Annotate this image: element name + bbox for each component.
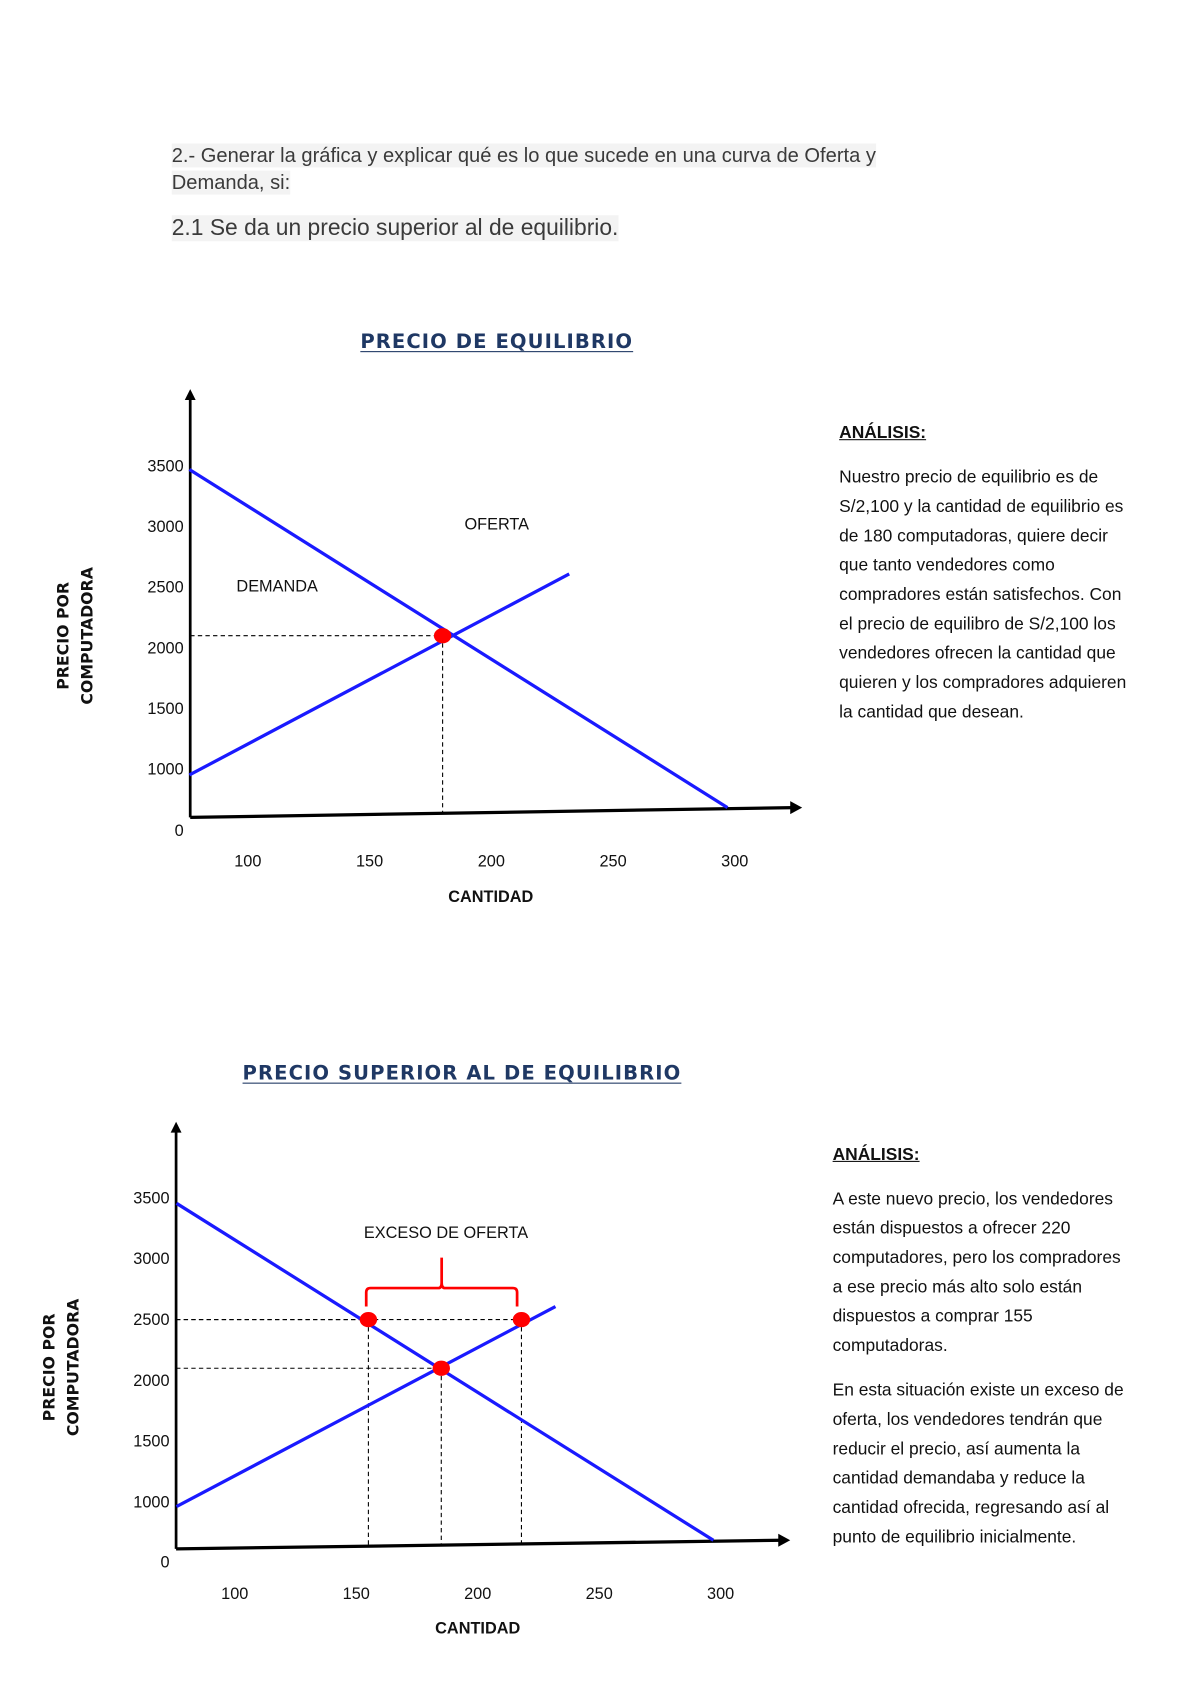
y-tick-label: 2000 — [133, 1372, 169, 1390]
question-line-1: 2.- Generar la gráfica y explicar qué es… — [171, 143, 876, 168]
y-tick-label: 1500 — [147, 700, 183, 718]
y-axis-arrow-icon — [170, 1121, 182, 1133]
x-axis-arrow-icon — [778, 1533, 791, 1547]
x-tick-label: 200 — [478, 852, 505, 870]
analysis-line: reducir el precio, así aumenta la — [832, 1440, 1081, 1459]
y-axis-arrow-icon — [184, 389, 196, 401]
analysis-line: En esta situación existe un exceso de — [832, 1381, 1124, 1401]
y-tick-label: 1000 — [147, 761, 183, 779]
analysis-line: computadores, pero los compradores — [832, 1248, 1121, 1268]
analysis-line: de 180 computadoras, quiere decir — [839, 527, 1108, 546]
analysis-line: están dispuestos a ofrecer 220 — [832, 1219, 1071, 1239]
analysis-line: cantidad ofrecida, regresando así al — [832, 1498, 1110, 1518]
y-tick-label: 2500 — [147, 579, 183, 597]
analysis-line: A este nuevo precio, los vendedores — [832, 1190, 1113, 1209]
x-axis — [190, 805, 794, 820]
analysis-line: la cantidad que desean. — [839, 703, 1024, 722]
analysis-line: S/2,100 y la cantidad de equilibrio es — [839, 497, 1124, 517]
chart2-title: PRECIO SUPERIOR AL DE EQUILIBRIO — [242, 1061, 682, 1085]
subquestion: 2.1 Se da un precio superior al de equil… — [171, 215, 619, 242]
y-tick-label: 2500 — [133, 1311, 169, 1329]
analysis-line: Nuestro precio de equilibrio es de — [839, 468, 1099, 487]
analysis-line: compradores están satisfechos. Con — [839, 585, 1122, 605]
x-axis — [176, 1538, 782, 1551]
x-tick-label: 100 — [234, 852, 261, 870]
analysis-line: quieren y los compradores adquieren — [839, 673, 1127, 693]
chart1-title: PRECIO DE EQUILIBRIO — [360, 330, 634, 354]
analysis-line: oferta, los vendedores tendrán que — [832, 1410, 1103, 1430]
highlight-point — [359, 1311, 378, 1328]
y-tick-label: 3000 — [147, 518, 183, 536]
analysis-line: a ese precio más alto solo están — [832, 1278, 1083, 1297]
analysis-heading: ANÁLISIS: — [832, 1145, 920, 1165]
demand-curve — [188, 468, 729, 809]
x-tick-label: 150 — [343, 1585, 370, 1603]
analysis-line: vendedores ofrecen la cantidad que — [839, 644, 1116, 664]
question-line-2: Demanda, si: — [171, 170, 291, 195]
analysis-1: ANÁLISIS: Nuestro precio de equilibrio e… — [839, 418, 1126, 727]
demand-label: DEMANDA — [236, 577, 318, 595]
analysis-line: el precio de equilibro de S/2,100 los — [839, 615, 1116, 634]
analysis-2: ANÁLISIS: A este nuevo precio, los vende… — [833, 1140, 1124, 1552]
x-axis-arrow-icon — [790, 801, 803, 815]
supply-label: OFERTA — [464, 515, 529, 533]
analysis-line: que tanto vendedores como — [839, 556, 1055, 576]
highlight-point — [512, 1311, 531, 1328]
excess-label: EXCESO DE OFERTA — [364, 1224, 528, 1242]
analysis-line: punto de equilibrio inicialmente. — [832, 1528, 1077, 1547]
analysis-line: computadoras. — [832, 1336, 948, 1356]
supply-curve — [175, 1305, 557, 1509]
y-tick-label: 1500 — [133, 1433, 169, 1451]
y-tick-label: 1000 — [133, 1494, 169, 1512]
x-tick-label: 250 — [599, 852, 626, 870]
analysis-heading: ANÁLISIS: — [839, 423, 927, 443]
y-tick-label: 3500 — [133, 1189, 169, 1207]
highlight-point — [432, 1360, 450, 1376]
y-tick-label: 0 — [175, 822, 184, 840]
x-tick-label: 250 — [586, 1585, 613, 1603]
x-tick-label: 300 — [721, 852, 748, 870]
x-tick-label: 200 — [464, 1585, 491, 1603]
x-tick-label: 150 — [356, 852, 383, 870]
supply-curve — [188, 572, 570, 777]
x-axis-label: CANTIDAD — [448, 888, 533, 906]
y-tick-label: 2000 — [147, 639, 183, 657]
x-tick-label: 300 — [707, 1585, 734, 1603]
x-axis-label: CANTIDAD — [435, 1620, 520, 1638]
y-tick-label: 0 — [160, 1553, 169, 1571]
analysis-line: dispuestos a comprar 155 — [832, 1307, 1033, 1327]
y-tick-label: 3500 — [147, 457, 183, 475]
highlight-point — [433, 628, 452, 644]
y-tick-label: 3000 — [133, 1250, 169, 1268]
excess-bracket — [364, 1257, 519, 1307]
x-tick-label: 100 — [221, 1585, 248, 1603]
analysis-line: cantidad demandaba y reduce la — [832, 1469, 1085, 1489]
